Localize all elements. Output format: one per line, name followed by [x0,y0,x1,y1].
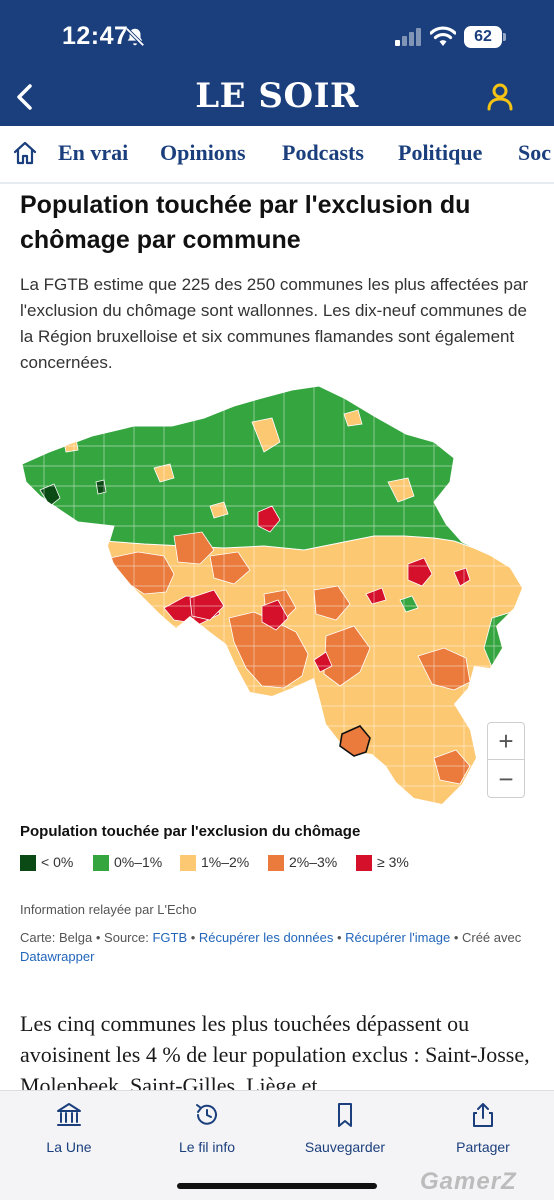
nav-item-opinions[interactable]: Opinions [160,140,246,165]
map-regions [21,386,523,805]
download-data-link[interactable]: Récupérer les données [198,930,334,945]
share-icon [473,1103,493,1127]
article-headline: Population touchée par l'exclusion du ch… [20,191,471,254]
legend-swatch [356,855,372,871]
wifi-icon [430,26,456,46]
nav-item-en-vrai[interactable]: En vrai [58,140,129,165]
zoom-out-button[interactable]: − [498,764,514,794]
watermark: GamerZ [420,1168,517,1195]
signal-icon [395,28,421,46]
nav-item-politique[interactable]: Politique [398,140,483,165]
bookmark-icon [338,1103,352,1127]
legend-swatch [93,855,109,871]
status-time: 12:47 [62,22,129,50]
zoom-in-button[interactable]: + [488,723,524,760]
map-zoom-control: + − [487,722,525,798]
section-nav: En vrai Opinions Podcasts Politique Soc [0,126,554,184]
clock-refresh-icon [196,1104,217,1125]
tab-sauvegarder[interactable]: Sauvegarder [276,1101,414,1161]
source-link[interactable]: FGTB [152,930,188,945]
map-relay-note: Information relayée par L'Echo [20,902,197,917]
back-chevron-icon[interactable] [12,82,38,112]
battery-icon: 62 [464,26,506,48]
home-icon[interactable] [12,140,38,166]
article-intro: La FGTB estime que 225 des 250 communes … [20,275,529,372]
bank-icon [57,1103,81,1126]
battery-level: 62 [464,26,502,48]
status-bar: 12:47 62 [0,0,554,74]
download-image-link[interactable]: Récupérer l'image [345,930,451,945]
tab-la-une[interactable]: La Une [0,1101,138,1161]
map-credits: Carte: Belga • Source: FGTB • Récupérer … [20,930,522,964]
brand-logo[interactable]: LE SOIR [195,76,359,116]
article-body: Les cinq communes les plus touchées dépa… [20,1011,530,1092]
legend-swatch [268,855,284,871]
choropleth-map[interactable] [14,386,540,812]
legend-title: Population touchée par l'exclusion du ch… [20,823,361,840]
top-bar: 12:47 62 LE SOIR [0,0,554,126]
bell-slash-icon [125,27,145,47]
tab-le-fil-info[interactable]: Le fil info [138,1101,276,1161]
bottom-tab-bar: La Une Le fil info Sauvegarder Partager [0,1090,554,1200]
home-indicator [177,1183,377,1189]
legend-swatch [20,855,36,871]
datawrapper-link[interactable]: Datawrapper [20,949,95,964]
nav-item-podcasts[interactable]: Podcasts [282,140,364,165]
tab-partager[interactable]: Partager [414,1101,552,1161]
legend-swatch [180,855,196,871]
user-icon[interactable] [486,82,514,112]
nav-item-societe[interactable]: Soc [518,140,551,165]
